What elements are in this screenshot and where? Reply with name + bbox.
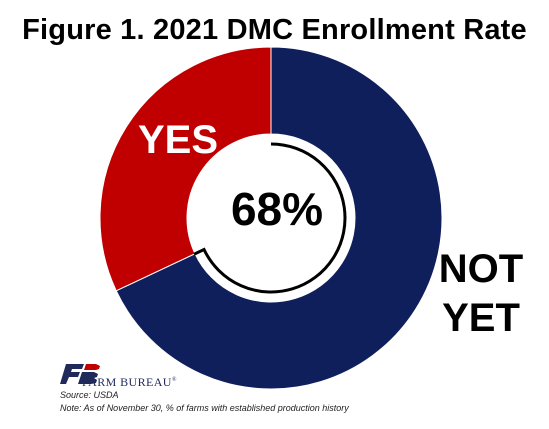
slice-label-yes: YES	[138, 118, 218, 162]
slice-label-not-yet-line1: NOT	[439, 247, 523, 291]
chart-title: Figure 1. 2021 DMC Enrollment Rate	[22, 14, 527, 46]
slice-not-yet	[115, 46, 443, 390]
center-ring	[193, 142, 347, 294]
brand-name: FARM BUREAU®	[82, 375, 177, 390]
source-text: Source: USDA	[60, 390, 119, 400]
center-progress-ring	[193, 142, 347, 294]
center-label: 68%	[231, 183, 323, 235]
note-text: Note: As of November 30, % of farms with…	[60, 403, 349, 413]
donut-slices	[99, 46, 443, 390]
brand-mark: ®	[171, 377, 177, 383]
slice-label-not-yet-line2: YET	[442, 296, 520, 340]
slice-yes	[99, 46, 272, 292]
brand-name-text: FARM BUREAU	[82, 375, 172, 389]
farm-bureau-logo	[60, 364, 100, 384]
